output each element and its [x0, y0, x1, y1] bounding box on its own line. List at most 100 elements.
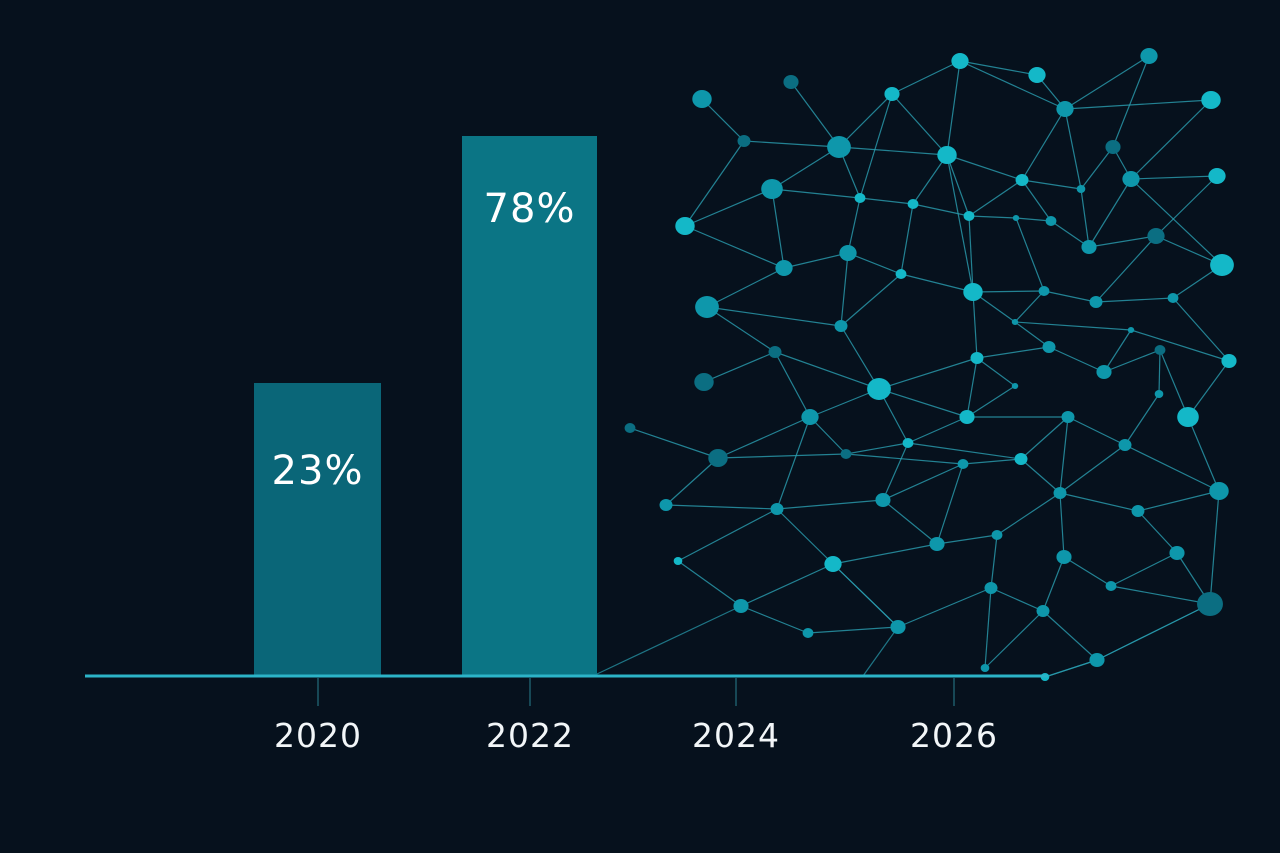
network-edge [596, 605, 742, 675]
x-tick-label-2020: 2020 [274, 716, 362, 755]
network-edge [845, 442, 909, 455]
network-node [801, 409, 819, 425]
network-node [1201, 91, 1221, 109]
network-edge [1021, 108, 1066, 181]
network-edge [790, 81, 840, 148]
network-node [970, 352, 984, 364]
network-node [1105, 140, 1121, 154]
bar-2020: 23% [254, 383, 381, 676]
network-edge [1080, 146, 1114, 190]
network-edge [1059, 492, 1139, 512]
network-edge [684, 188, 773, 227]
network-edge [882, 499, 938, 545]
network-edge [1042, 556, 1065, 612]
network-node [984, 582, 998, 594]
network-edge [1124, 393, 1160, 446]
network-edge [743, 140, 840, 148]
network-edge [740, 605, 809, 634]
network-node [783, 75, 799, 89]
network-edge [912, 154, 948, 205]
network-node [1081, 240, 1097, 254]
network-edge [962, 458, 1022, 465]
network-node [957, 459, 969, 469]
network-edge [703, 351, 776, 383]
network-edge [684, 225, 785, 269]
network-edge [1080, 188, 1090, 248]
network-edge [847, 197, 861, 254]
network-edge [1130, 99, 1212, 180]
network-node [737, 135, 751, 147]
network-edge [847, 252, 902, 275]
network-node [1011, 319, 1019, 325]
x-tick-label-2026: 2026 [910, 716, 998, 755]
network-node [694, 373, 714, 391]
network-edge [1158, 349, 1161, 395]
network-edge [912, 203, 970, 217]
network-edge [968, 179, 1023, 217]
network-edge [1155, 235, 1223, 266]
network-node [1197, 592, 1223, 616]
network-edge [891, 93, 948, 156]
network-node [834, 320, 848, 332]
network-node [875, 493, 891, 507]
network-edge [771, 146, 840, 190]
network-edge [809, 388, 880, 418]
network-edge [774, 351, 880, 390]
network-edge [1059, 492, 1065, 558]
network-edge [936, 463, 964, 545]
network-edges [596, 55, 1230, 678]
network-edge [878, 357, 978, 390]
network-edge [1015, 217, 1052, 222]
network-edge [859, 93, 893, 199]
network-edge [1020, 416, 1069, 460]
network-edge [968, 215, 1017, 219]
network-node [659, 499, 673, 511]
network-edge [859, 197, 914, 205]
network-node [1147, 228, 1165, 244]
network-edge [776, 508, 834, 565]
network-edge [1172, 297, 1230, 362]
network-node [840, 449, 852, 459]
network-edge [771, 188, 861, 199]
network-node [1208, 168, 1226, 184]
bar-value-label-2022: 78% [483, 186, 576, 232]
network-node [673, 557, 683, 565]
network-edge [774, 351, 811, 418]
network-edge [862, 626, 899, 677]
network-edge [968, 215, 974, 293]
network-edge [972, 290, 1045, 293]
network-node [963, 211, 975, 221]
network-edge [972, 291, 978, 359]
network-edge [1021, 179, 1052, 222]
network-edge [706, 306, 776, 353]
network-edge [1015, 217, 1045, 292]
network-node [1012, 215, 1020, 221]
network-edge [1059, 444, 1126, 494]
network-edge [677, 508, 778, 562]
network-node [1045, 216, 1057, 226]
network-edge [1014, 290, 1045, 323]
network-edge [677, 560, 742, 607]
network-edge [1064, 108, 1082, 190]
network-node [1122, 171, 1140, 187]
network-node [1154, 345, 1166, 355]
network-edge [783, 252, 849, 269]
network-edge [717, 416, 811, 459]
network-edge [1014, 321, 1132, 331]
network-edge [840, 273, 902, 327]
network-edge [665, 504, 778, 510]
network-edge [1103, 329, 1132, 373]
network-edge [1064, 55, 1150, 110]
network-edge [807, 626, 899, 634]
network-node [692, 90, 712, 108]
network-node [951, 53, 969, 69]
network-node [1210, 254, 1234, 276]
network-node [867, 378, 891, 400]
network-edge [878, 388, 968, 418]
network-edge [1137, 490, 1220, 512]
network-edge [1044, 659, 1098, 678]
network-edge [701, 98, 745, 142]
network-edge [684, 140, 745, 227]
network-node [1221, 354, 1237, 368]
